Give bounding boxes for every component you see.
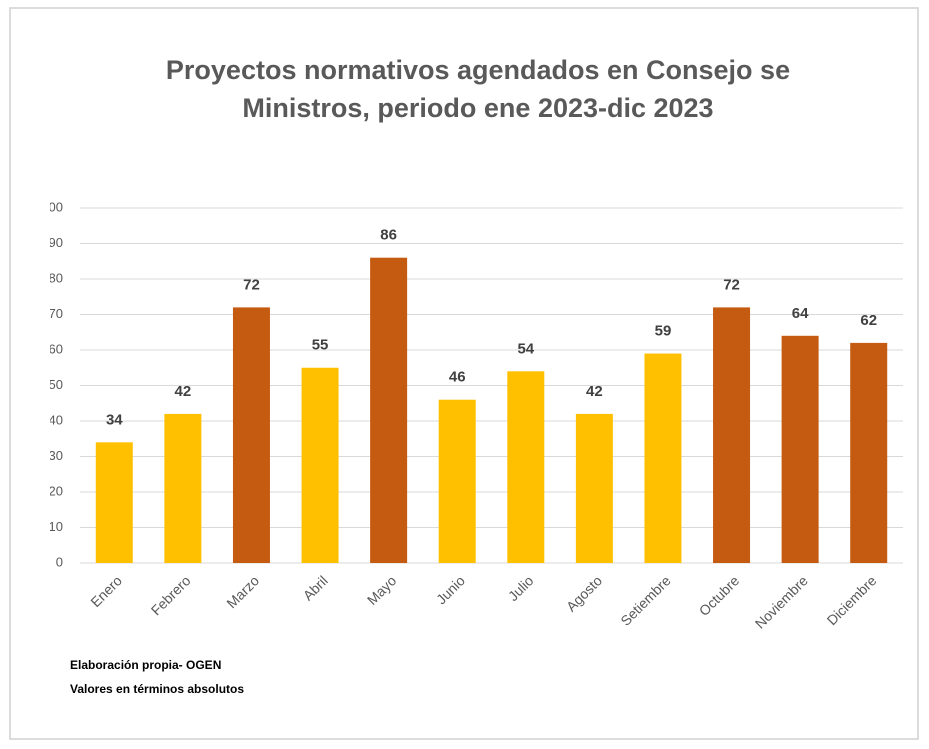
y-tick-label: 40 [49,412,63,427]
y-tick-label: 100 [41,199,63,214]
bar [713,307,751,563]
bar [370,257,408,563]
y-axis: 0 10 20 30 40 50 60 70 80 90 100 [41,199,63,569]
data-label: 64 [792,305,809,322]
data-label: 59 [655,323,672,340]
bar [644,353,682,563]
data-label: 46 [449,369,466,386]
bar [232,307,270,563]
bar [438,399,476,563]
data-label: 72 [243,276,260,293]
y-tick-label: 0 [56,554,63,569]
data-label: 54 [517,340,534,357]
data-label: 34 [106,411,123,428]
bar [95,442,133,563]
bar [301,367,339,563]
chart-frame [9,7,919,740]
y-tick-label: 10 [49,519,63,534]
data-label: 62 [860,312,877,329]
y-tick-label: 50 [49,377,63,392]
y-tick-label: 70 [49,306,63,321]
data-label: 42 [586,383,603,400]
y-tick-label: 20 [49,483,63,498]
y-tick-label: 80 [49,270,63,285]
bar [507,371,545,563]
data-label: 55 [312,337,329,354]
footnote: Elaboración propia- OGEN [70,658,221,672]
bar [781,335,819,563]
y-tick-label: 30 [49,448,63,463]
data-label: 72 [723,276,740,293]
bar [575,413,613,563]
footnote: Valores en términos absolutos [70,682,244,696]
data-label: 86 [380,227,397,244]
chart-title: Ministros, periodo ene 2023-dic 2023 [242,93,713,123]
bar [850,342,888,563]
data-label: 42 [175,383,192,400]
y-tick-label: 60 [49,341,63,356]
bar [164,413,202,563]
chart-title: Proyectos normativos agendados en Consej… [166,55,790,85]
y-tick-label: 90 [49,235,63,250]
